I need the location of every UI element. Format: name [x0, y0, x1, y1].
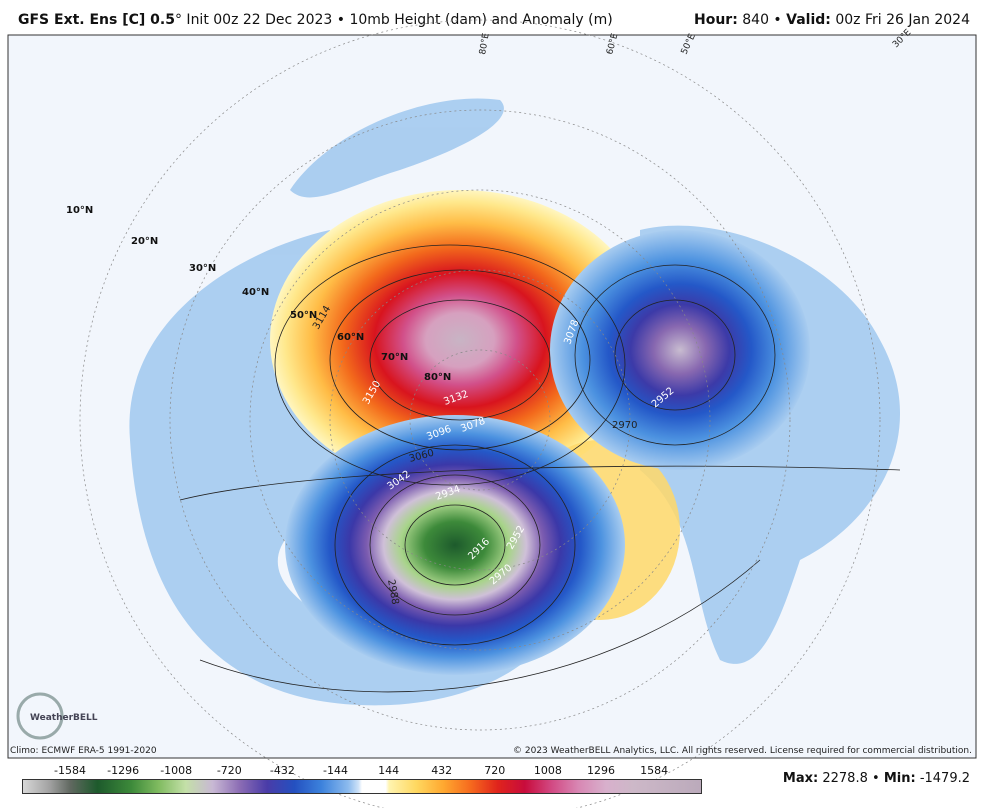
colorbar-tick-label: 1584	[640, 764, 669, 777]
latitude-label: 30°N	[189, 263, 216, 274]
latitude-label: 20°N	[131, 236, 158, 247]
max: 2278.8	[822, 771, 868, 786]
colorbar-tick-label: -1296	[107, 764, 140, 777]
latitude-label: 80°N	[424, 372, 451, 383]
valid-time: Hour: 840 • Valid: 00z Fri 26 Jan 2024	[694, 12, 970, 28]
hour: 840 •	[742, 12, 782, 28]
colorbar-tick-label: 1296	[587, 764, 615, 777]
latitude-label: 40°N	[242, 287, 269, 298]
warm-anomaly	[270, 190, 650, 490]
latitude-label: 70°N	[381, 352, 408, 363]
colorbar	[22, 779, 702, 794]
sep: •	[872, 771, 880, 786]
latitude-label: 60°N	[337, 332, 364, 343]
title: GFS Ext. Ens [C] 0.5° Init 00z 22 Dec 20…	[18, 12, 613, 28]
colorbar-tick-label: -720	[216, 764, 242, 777]
min-label: Min:	[883, 771, 916, 786]
contour-label: 2970	[612, 420, 637, 431]
valid: 00z Fri 26 Jan 2024	[835, 12, 970, 28]
colorbar-tick-label: -144	[323, 764, 348, 777]
max-label: Max:	[782, 771, 819, 786]
logo	[16, 692, 64, 740]
longitude-label: 80°E	[478, 32, 492, 55]
colorbar-tick-label: 720	[484, 764, 506, 777]
colorbar-tick-label: 1008	[533, 764, 562, 777]
title-text: ° Init 00z 22 Dec 2023 • 10mb Height (da…	[174, 12, 613, 28]
cold-anomaly	[550, 230, 810, 470]
latitude-label: 10°N	[66, 205, 93, 216]
colorbar-tick-label: 432	[431, 764, 453, 777]
height-contours	[179, 244, 901, 693]
cold-anomaly	[285, 415, 625, 675]
latitude-label: 50°N	[290, 310, 317, 321]
stats: Max: 2278.8 • Min: -1479.2	[783, 771, 970, 786]
colorbar-tick-label: -1008	[160, 764, 193, 777]
min: -1479.2	[919, 771, 970, 786]
contour-label: 2988	[385, 579, 400, 606]
colorbar-tick-label: -432	[269, 764, 295, 777]
copyright: © 2023 WeatherBELL Analytics, LLC. All r…	[513, 746, 972, 756]
graticule	[79, 19, 881, 808]
colorbar-tick-label: 144	[378, 764, 400, 777]
model-name: GFS Ext. Ens [C] 0.5	[18, 12, 175, 28]
hour-label: Hour:	[693, 12, 738, 28]
climo: Climo: ECMWF ERA-5 1991-2020	[10, 746, 157, 756]
colorbar-tick-label: -1584	[54, 764, 86, 777]
valid-label: Valid:	[786, 12, 831, 28]
logo-text: WeatherBELL	[30, 713, 98, 723]
